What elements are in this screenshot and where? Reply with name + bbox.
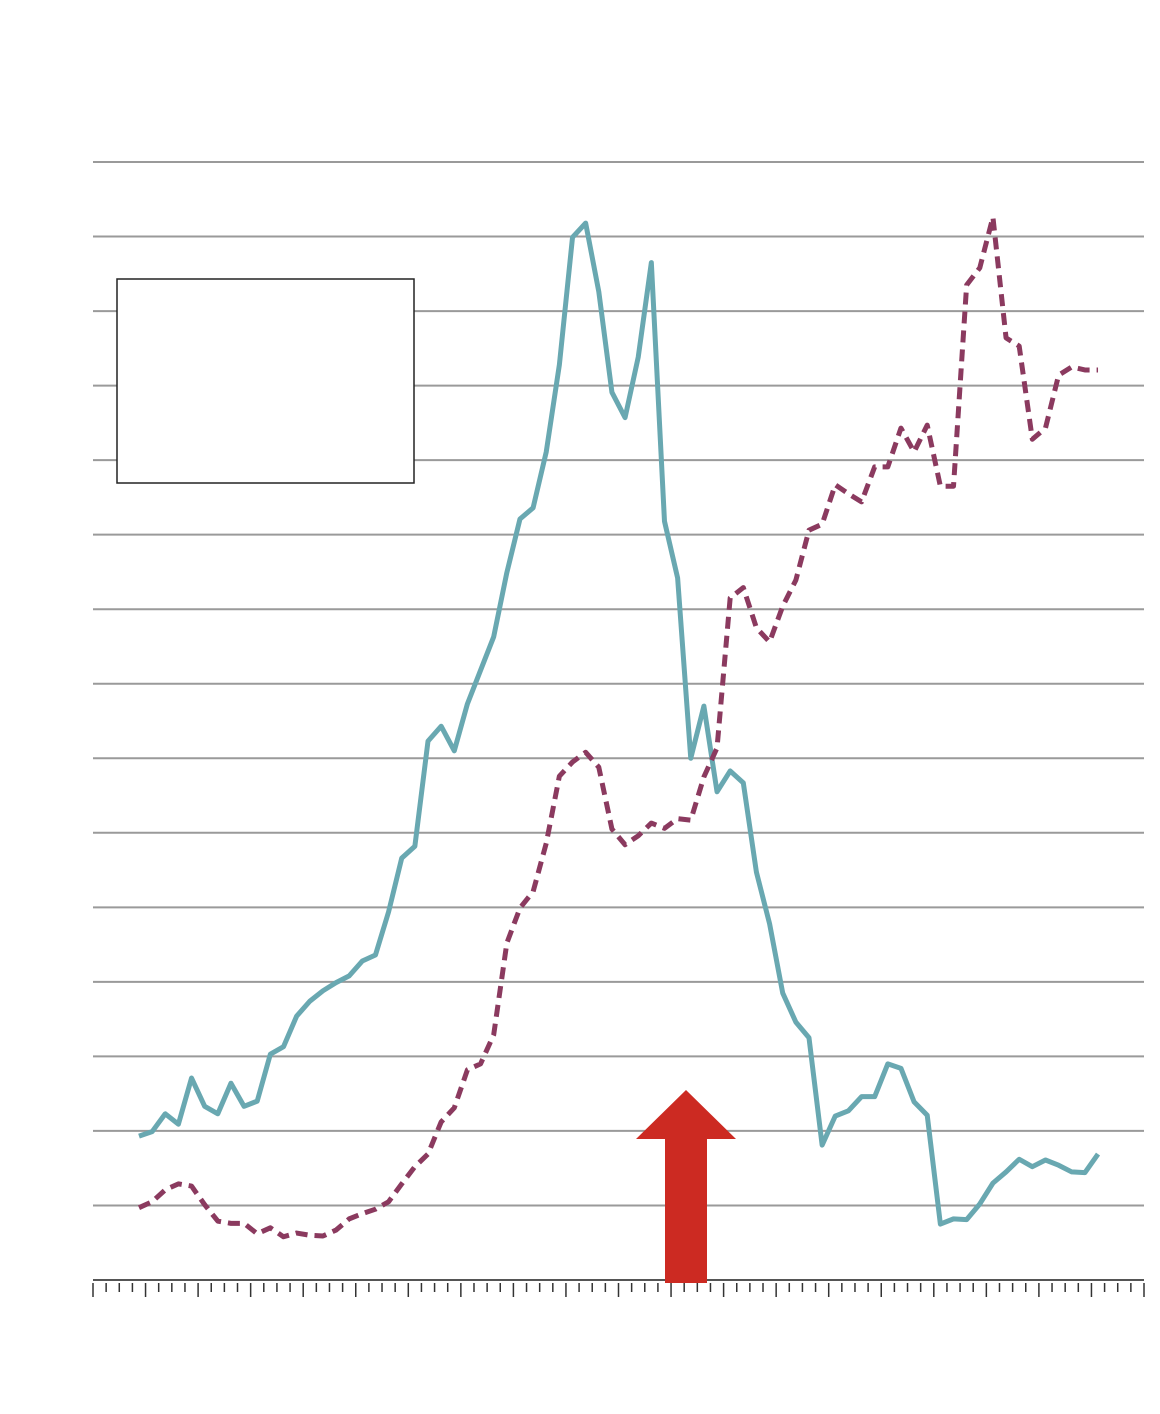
line-series [137, 214, 1099, 1240]
line-series [138, 220, 1101, 1227]
arrow [636, 1090, 736, 1283]
legend-box [116, 278, 415, 484]
